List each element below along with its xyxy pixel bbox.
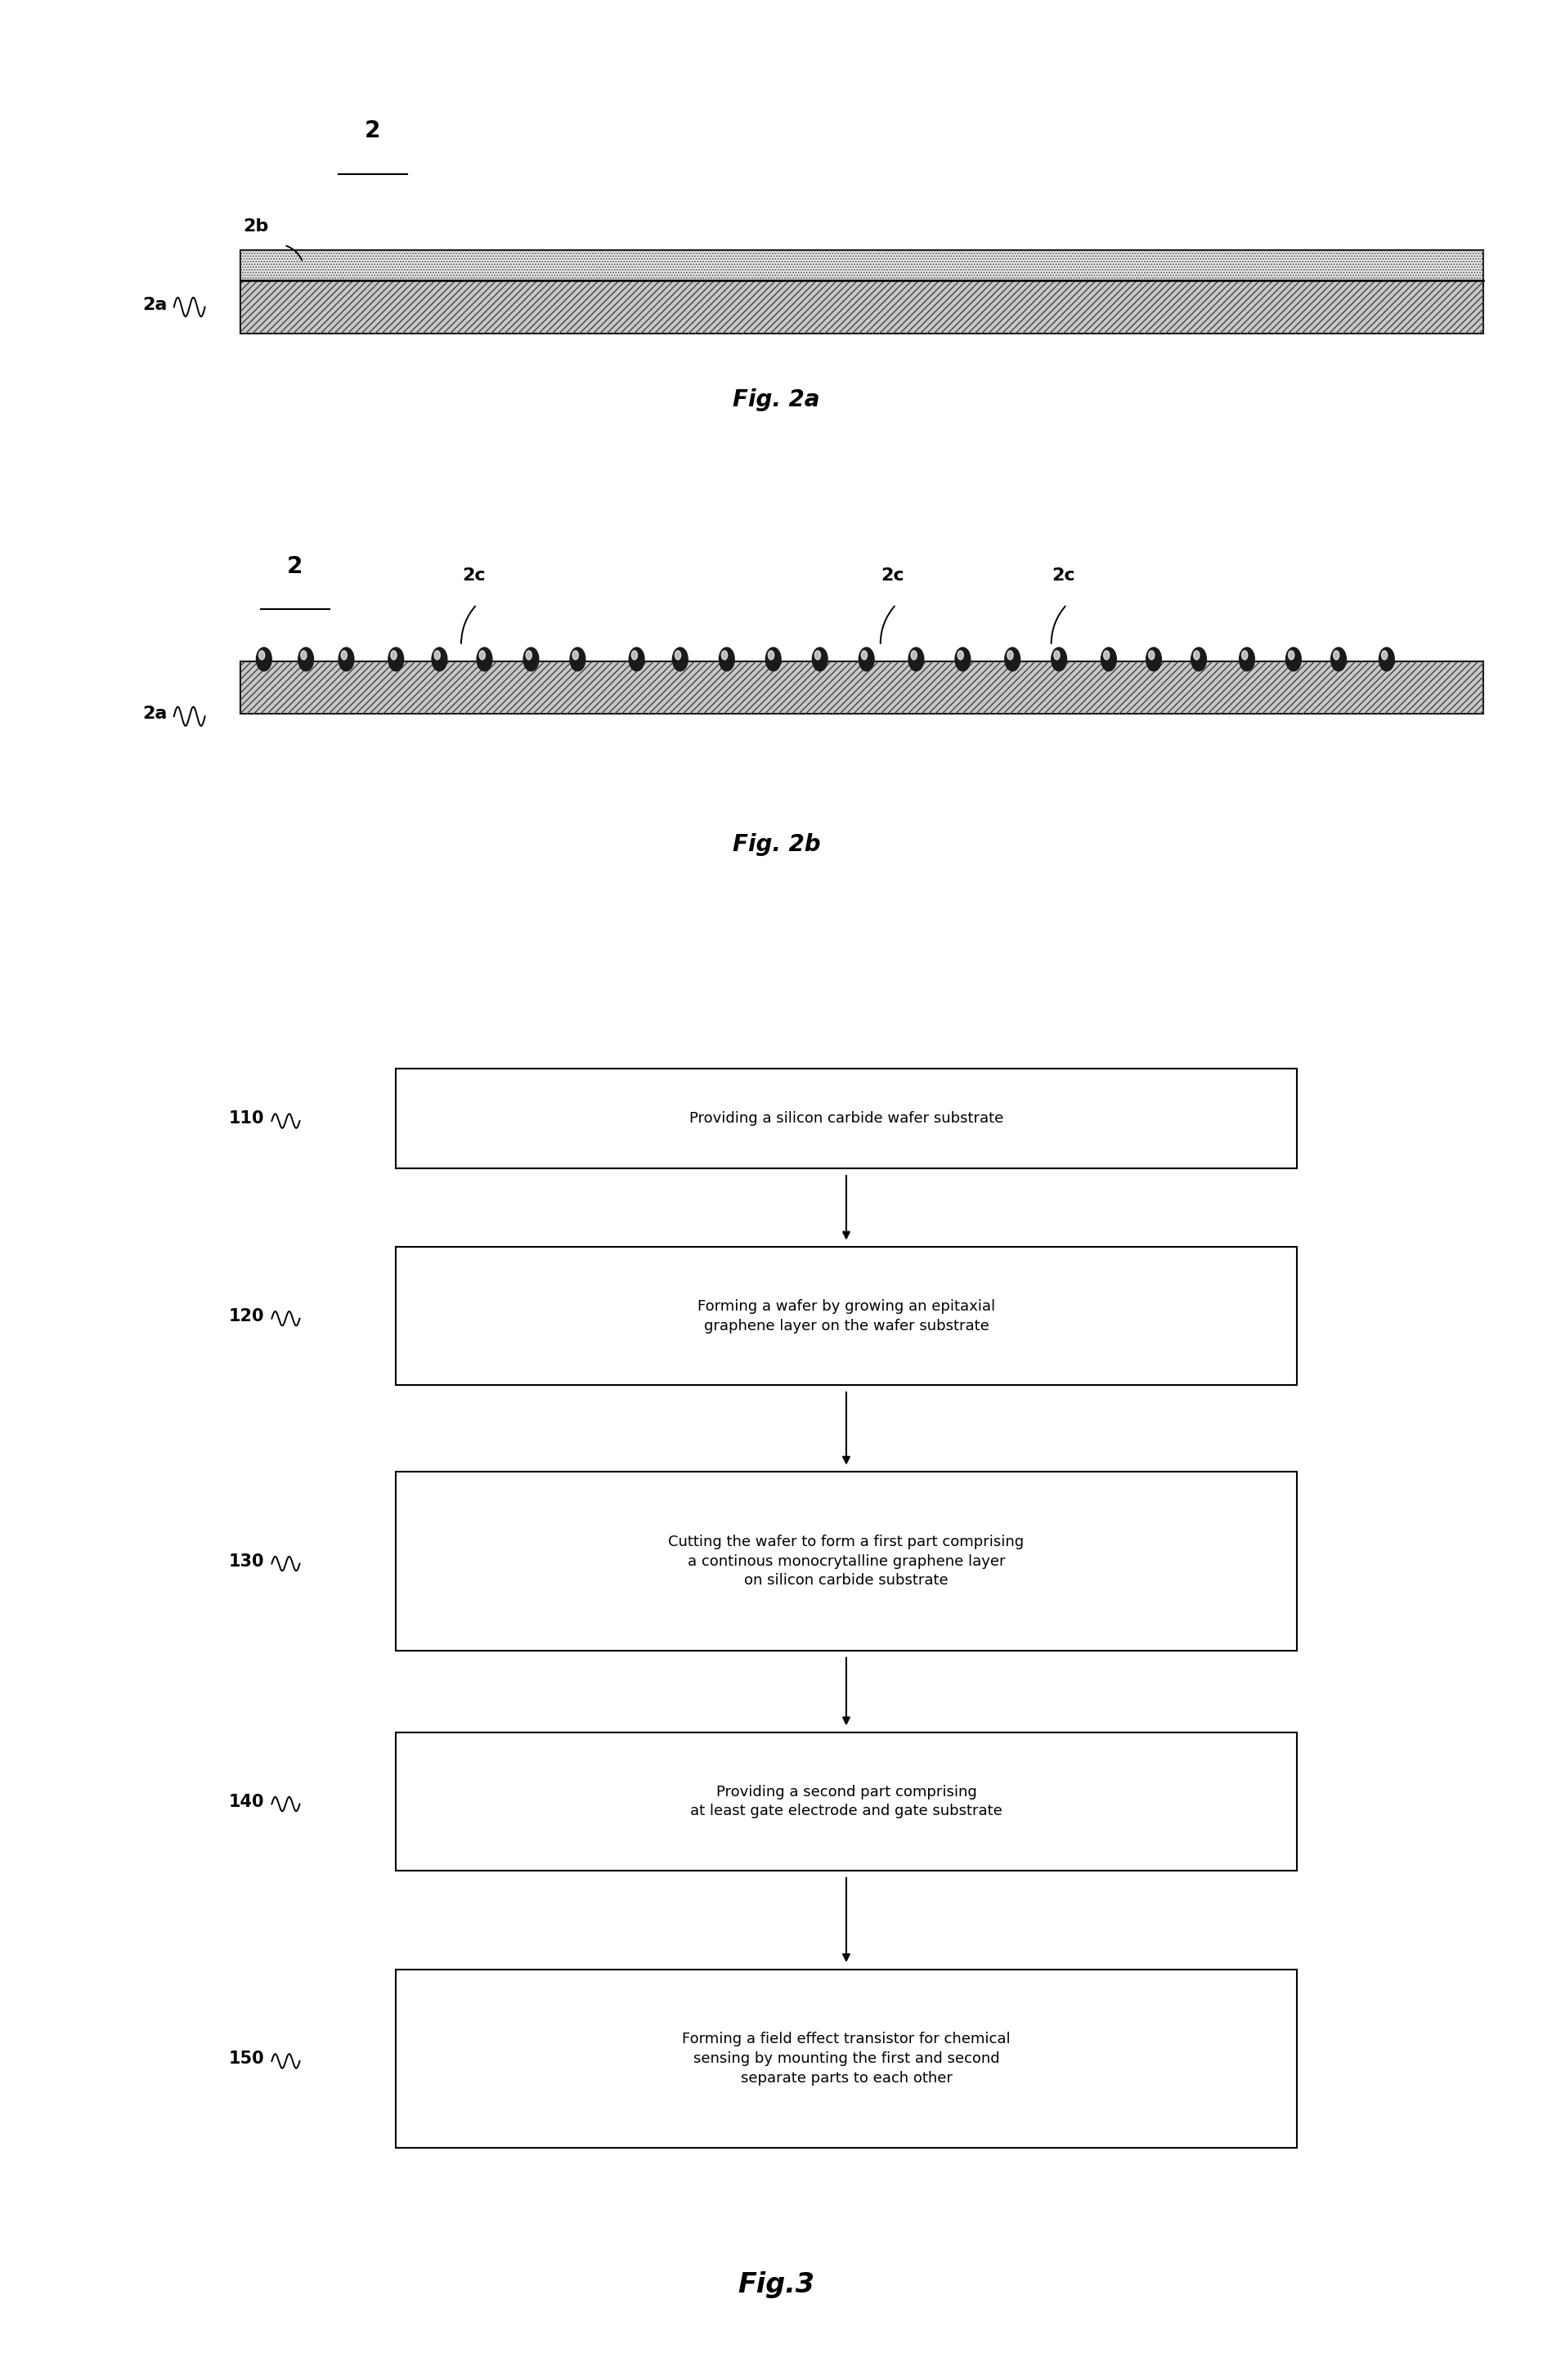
Text: Forming a wafer by growing an epitaxial
graphene layer on the wafer substrate: Forming a wafer by growing an epitaxial … xyxy=(697,1299,995,1333)
Bar xyxy=(396,1733,1296,1871)
Circle shape xyxy=(861,650,866,659)
Circle shape xyxy=(812,647,827,671)
Circle shape xyxy=(431,647,447,671)
Circle shape xyxy=(768,650,773,659)
Circle shape xyxy=(629,647,644,671)
Text: Fig. 2a: Fig. 2a xyxy=(733,388,819,412)
Circle shape xyxy=(1004,647,1020,671)
Circle shape xyxy=(672,647,688,671)
Circle shape xyxy=(1007,650,1012,659)
Circle shape xyxy=(1285,647,1301,671)
Circle shape xyxy=(1288,650,1293,659)
Circle shape xyxy=(341,650,346,659)
Text: 130: 130 xyxy=(228,1554,264,1568)
Circle shape xyxy=(1242,650,1246,659)
Text: 2c: 2c xyxy=(461,569,486,583)
Circle shape xyxy=(1378,647,1394,671)
Text: Providing a second part comprising
at least gate electrode and gate substrate: Providing a second part comprising at le… xyxy=(689,1785,1003,1818)
Circle shape xyxy=(911,650,916,659)
Text: 2: 2 xyxy=(365,119,380,143)
Text: 2: 2 xyxy=(287,555,303,578)
Circle shape xyxy=(480,650,484,659)
Bar xyxy=(241,281,1482,333)
Circle shape xyxy=(388,647,404,671)
Bar xyxy=(241,250,1482,281)
Text: Providing a silicon carbide wafer substrate: Providing a silicon carbide wafer substr… xyxy=(689,1111,1003,1126)
Circle shape xyxy=(526,650,531,659)
Circle shape xyxy=(765,647,781,671)
Text: Cutting the wafer to form a first part comprising
a continous monocrytalline gra: Cutting the wafer to form a first part c… xyxy=(667,1535,1024,1587)
Circle shape xyxy=(958,650,962,659)
Circle shape xyxy=(815,650,819,659)
Text: 2a: 2a xyxy=(143,298,168,312)
Bar xyxy=(241,250,1482,281)
Circle shape xyxy=(1381,650,1386,659)
Text: 150: 150 xyxy=(228,2052,264,2066)
Bar xyxy=(241,662,1482,714)
Text: 2a: 2a xyxy=(143,707,168,721)
Text: 140: 140 xyxy=(228,1795,264,1809)
Circle shape xyxy=(338,647,354,671)
Text: 110: 110 xyxy=(228,1111,264,1126)
Circle shape xyxy=(435,650,439,659)
Circle shape xyxy=(391,650,396,659)
Circle shape xyxy=(1190,647,1206,671)
Circle shape xyxy=(1145,647,1161,671)
Circle shape xyxy=(858,647,874,671)
Text: 120: 120 xyxy=(228,1309,264,1323)
Circle shape xyxy=(298,647,314,671)
Circle shape xyxy=(722,650,726,659)
Circle shape xyxy=(573,650,577,659)
Circle shape xyxy=(259,650,264,659)
Circle shape xyxy=(1148,650,1153,659)
Bar xyxy=(396,1971,1296,2147)
Circle shape xyxy=(1103,650,1108,659)
Circle shape xyxy=(301,650,306,659)
Circle shape xyxy=(1238,647,1254,671)
Bar xyxy=(396,1471,1296,1652)
Text: Fig.3: Fig.3 xyxy=(737,2271,815,2299)
Circle shape xyxy=(476,647,492,671)
Text: 2c: 2c xyxy=(880,569,905,583)
Text: Forming a field effect transistor for chemical
sensing by mounting the first and: Forming a field effect transistor for ch… xyxy=(681,2033,1010,2085)
Bar xyxy=(241,281,1482,333)
Bar xyxy=(396,1069,1296,1169)
Circle shape xyxy=(632,650,636,659)
Circle shape xyxy=(1054,650,1058,659)
Circle shape xyxy=(570,647,585,671)
Circle shape xyxy=(523,647,539,671)
Circle shape xyxy=(1330,647,1346,671)
Circle shape xyxy=(1193,650,1198,659)
Text: 2c: 2c xyxy=(1051,569,1076,583)
Circle shape xyxy=(954,647,970,671)
Circle shape xyxy=(908,647,923,671)
Circle shape xyxy=(256,647,272,671)
Circle shape xyxy=(1333,650,1338,659)
Bar xyxy=(396,1247,1296,1385)
Bar xyxy=(241,662,1482,714)
Text: Fig. 2b: Fig. 2b xyxy=(733,833,819,857)
Circle shape xyxy=(675,650,680,659)
Circle shape xyxy=(1051,647,1066,671)
Circle shape xyxy=(1100,647,1116,671)
Text: 2b: 2b xyxy=(244,219,268,233)
Circle shape xyxy=(719,647,734,671)
